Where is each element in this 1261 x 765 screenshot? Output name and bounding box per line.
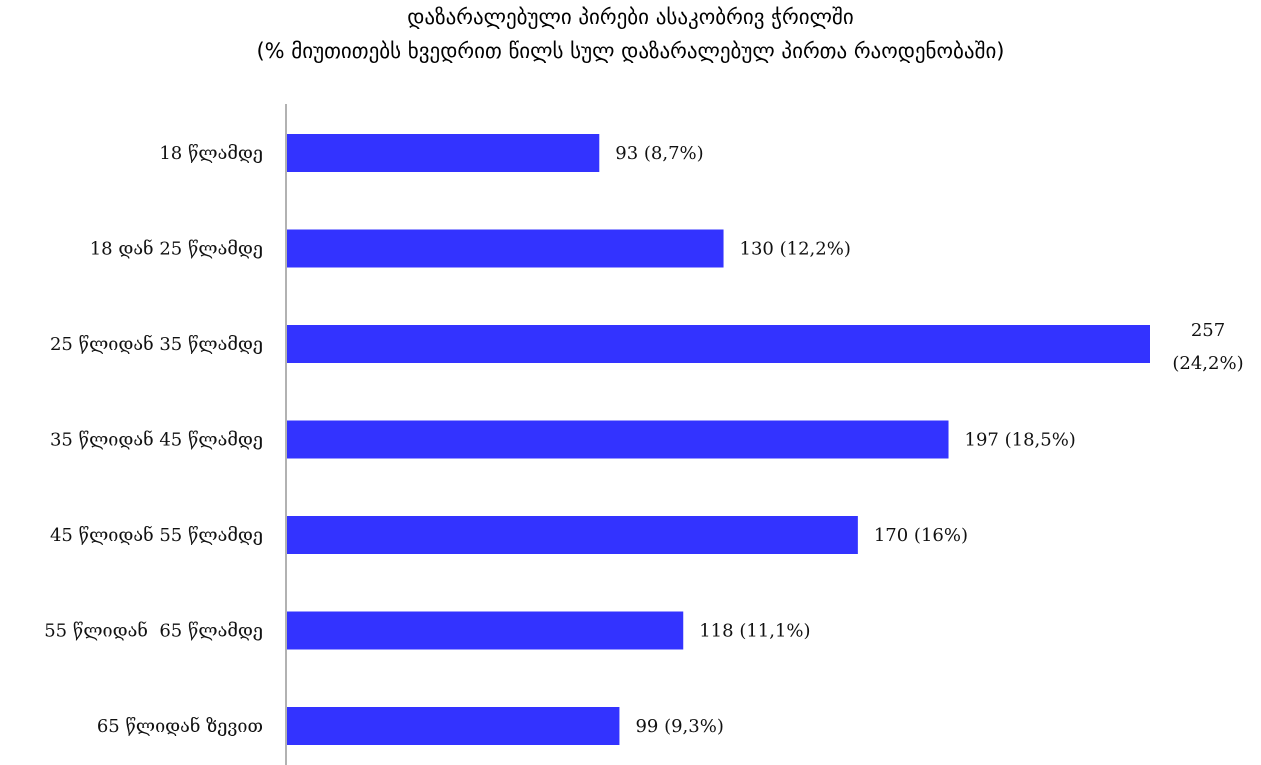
category-label: 55 წლიდან 65 წლამდე [44, 620, 263, 642]
data-label: 197 (18,5%) [965, 430, 1076, 451]
category-label: 65 წლიდან ზევით [97, 715, 263, 737]
category-label: 45 წლიდან 55 წლამდე [50, 524, 263, 546]
bar [287, 516, 858, 554]
category-label: 18 წლამდე [159, 143, 263, 164]
category-label: 25 წლიდან 35 წლამდე [50, 333, 263, 355]
chart-title: დაზარალებული პირები ასაკობრივ ჭრილში [407, 5, 854, 29]
bar [287, 325, 1150, 363]
bar [287, 707, 620, 745]
bar [287, 134, 600, 172]
data-label: 99 (9,3%) [635, 716, 723, 737]
category-label: 35 წლიდან 45 წლამდე [50, 429, 263, 451]
bar [287, 229, 724, 268]
data-label: 170 (16%) [874, 525, 968, 546]
chart-subtitle: (% მიუთითებს ხვედრით წილს სულ დაზარალებუ… [256, 39, 1005, 63]
bar [287, 611, 684, 650]
data-label: 118 (11,1%) [699, 621, 810, 642]
data-label: 130 (12,2%) [740, 239, 851, 260]
data-label: 93 (8,7%) [615, 143, 703, 164]
bar [287, 420, 949, 459]
category-label: 18 დან 25 წლამდე [90, 238, 263, 260]
data-label: 257 (24,2%) [1172, 320, 1243, 374]
